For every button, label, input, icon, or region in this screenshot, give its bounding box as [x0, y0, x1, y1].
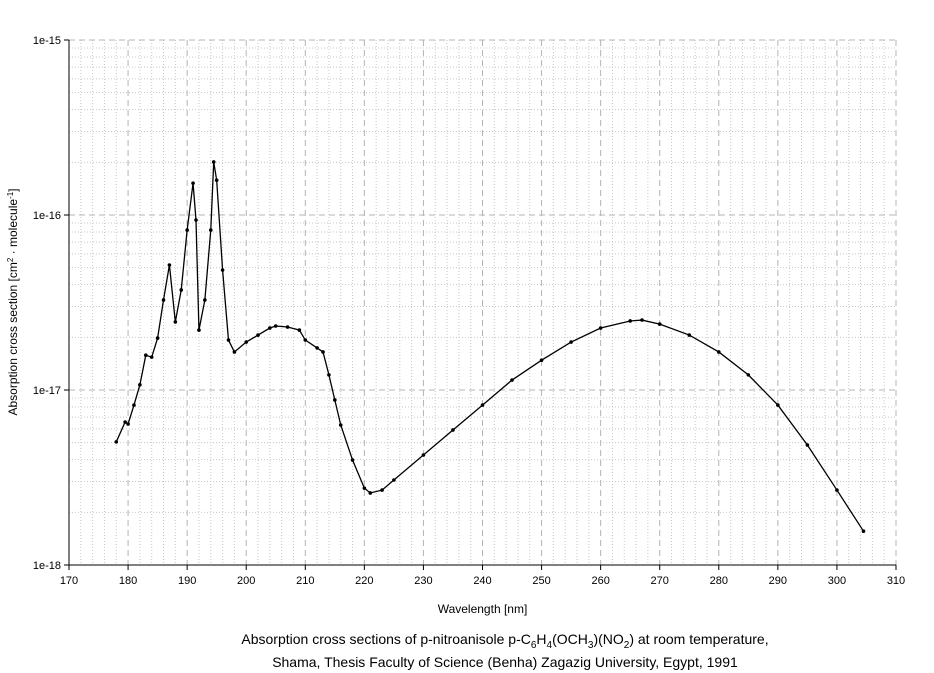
data-point — [132, 403, 136, 407]
x-tick-label: 190 — [178, 575, 196, 587]
x-tick-label: 300 — [828, 575, 846, 587]
data-point — [303, 338, 308, 342]
data-point — [350, 458, 355, 462]
data-point — [167, 263, 172, 267]
y-tick-label: 1e-15 — [33, 35, 61, 47]
x-axis-label: Wavelength [nm] — [438, 602, 528, 616]
caption-line-1: Absorption cross sections of p-nitroanis… — [241, 631, 769, 651]
data-point — [155, 336, 160, 340]
data-point — [208, 228, 213, 232]
data-point — [539, 358, 544, 363]
data-point — [126, 422, 130, 426]
data-point — [179, 288, 184, 292]
data-point — [143, 353, 148, 358]
data-point — [185, 228, 189, 232]
data-point — [598, 326, 603, 330]
data-point — [173, 320, 178, 324]
data-point — [421, 453, 426, 457]
data-point — [297, 328, 302, 332]
data-point — [716, 350, 721, 354]
y-tick-label: 1e-18 — [33, 560, 61, 572]
data-point — [368, 491, 373, 495]
data-point — [268, 326, 272, 330]
x-tick-label: 280 — [710, 575, 728, 587]
x-tick-label: 170 — [60, 575, 78, 587]
data-point — [197, 328, 201, 332]
data-point — [628, 319, 632, 323]
data-point — [220, 268, 225, 272]
x-tick-label: 290 — [769, 575, 787, 587]
data-point — [835, 488, 839, 492]
data-point — [805, 443, 810, 447]
data-point — [315, 346, 319, 350]
x-tick-label: 200 — [237, 575, 255, 587]
y-axis-label: Absorption cross section [cm2 · molecule… — [6, 188, 21, 415]
x-tick-label: 230 — [414, 575, 432, 587]
data-point — [161, 298, 166, 302]
data-point — [138, 383, 142, 387]
data-point — [657, 322, 662, 326]
x-tick-label: 310 — [887, 575, 905, 587]
y-tick-label: 1e-17 — [33, 385, 61, 397]
data-point — [338, 423, 343, 427]
x-tick-label: 270 — [651, 575, 669, 587]
data-point — [211, 160, 216, 164]
data-point — [114, 440, 119, 444]
data-point — [861, 529, 866, 534]
data-point — [510, 378, 514, 382]
data-point — [746, 373, 751, 377]
data-point — [203, 298, 207, 302]
data-point — [687, 333, 692, 337]
data-point — [149, 355, 154, 359]
data-point — [480, 403, 485, 407]
data-point — [123, 420, 127, 424]
x-tick-label: 240 — [473, 575, 491, 587]
data-point — [392, 478, 396, 482]
data-point — [244, 340, 249, 344]
data-point — [451, 428, 455, 432]
data-point — [273, 324, 278, 328]
data-point — [327, 373, 331, 377]
x-tick-label: 210 — [296, 575, 314, 587]
data-point — [285, 325, 290, 329]
data-point — [194, 218, 198, 222]
data-point — [214, 178, 219, 183]
data-point — [226, 338, 231, 342]
data-point — [380, 488, 384, 492]
x-tick-label: 180 — [119, 575, 137, 587]
data-point — [640, 318, 644, 322]
data-point — [256, 333, 260, 337]
data-point — [776, 403, 780, 407]
data-point — [321, 350, 325, 354]
series-line — [115, 161, 865, 532]
data-point — [362, 486, 367, 490]
y-tick-label: 1e-16 — [33, 210, 61, 222]
caption-line-2: Shama, Thesis Faculty of Science (Benha)… — [272, 654, 738, 670]
x-tick-label: 220 — [355, 575, 373, 587]
data-point — [569, 340, 573, 344]
x-tick-label: 250 — [532, 575, 550, 587]
data-point — [191, 181, 195, 185]
x-tick-label: 260 — [591, 575, 609, 587]
data-point — [232, 350, 237, 354]
data-point — [333, 398, 337, 402]
